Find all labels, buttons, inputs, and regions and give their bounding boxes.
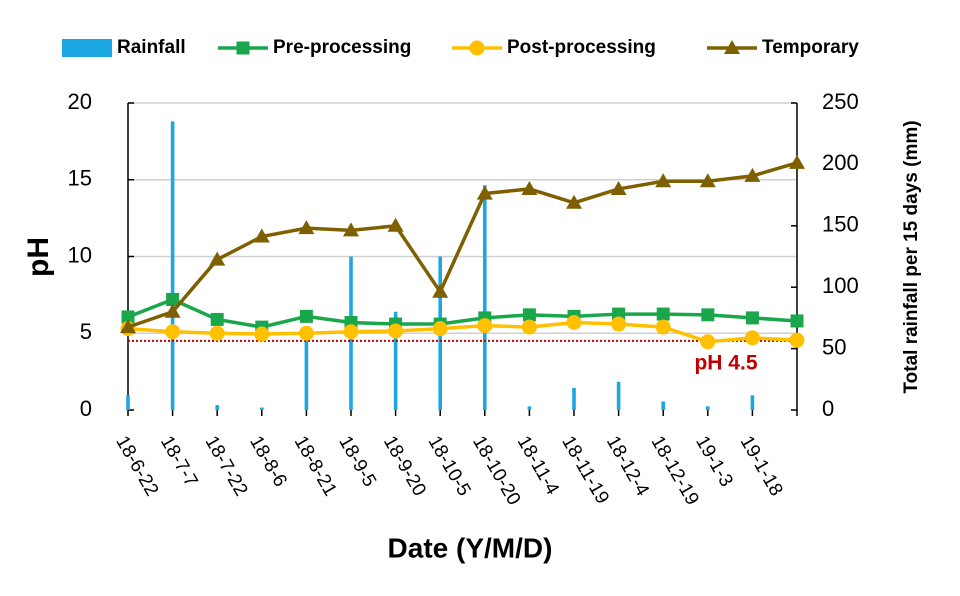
point bbox=[432, 321, 448, 337]
point bbox=[298, 325, 314, 341]
point bbox=[790, 314, 804, 328]
point bbox=[700, 334, 716, 350]
x-tick-label: 18-10-5 bbox=[424, 433, 475, 500]
legend-label: Rainfall bbox=[117, 37, 186, 58]
legend-item: Rainfall bbox=[62, 37, 186, 58]
legend-item: Pre-processing bbox=[218, 37, 411, 58]
point bbox=[701, 308, 715, 322]
legend-marker bbox=[724, 40, 740, 54]
point bbox=[744, 167, 761, 182]
point bbox=[656, 307, 670, 321]
y-tick-label: 5 bbox=[80, 319, 92, 344]
x-tick-label: 19-1-3 bbox=[691, 433, 737, 491]
point bbox=[209, 325, 225, 341]
point bbox=[432, 283, 449, 298]
legend-swatch bbox=[62, 39, 112, 57]
point bbox=[164, 303, 181, 318]
point bbox=[253, 228, 270, 243]
point bbox=[387, 217, 404, 232]
y-tick-label: 10 bbox=[68, 242, 92, 267]
point bbox=[744, 330, 760, 346]
point bbox=[298, 220, 315, 235]
point bbox=[388, 323, 404, 339]
point bbox=[343, 324, 359, 340]
rain-bar bbox=[393, 311, 398, 410]
legend-item: Post-processing bbox=[452, 37, 656, 58]
y-tick-label: 15 bbox=[68, 166, 92, 191]
point bbox=[521, 180, 538, 195]
legend-label: Pre-processing bbox=[273, 37, 411, 58]
point bbox=[476, 185, 493, 200]
x-tick-label: 18-8-6 bbox=[245, 433, 291, 491]
y-axis-label: pH bbox=[22, 237, 55, 277]
x-tick-label: 18-8-21 bbox=[290, 433, 341, 500]
rain-bar bbox=[170, 121, 175, 411]
rain-bar bbox=[661, 401, 665, 410]
point bbox=[522, 308, 536, 322]
series-line bbox=[127, 161, 798, 329]
point bbox=[210, 312, 224, 326]
point bbox=[166, 292, 180, 306]
rain-bar bbox=[483, 185, 487, 410]
legend-label: Temporary bbox=[762, 37, 859, 58]
rain-bar bbox=[215, 405, 219, 410]
point bbox=[521, 319, 537, 335]
x-tick-label: 19-1-18 bbox=[736, 433, 787, 500]
x-axis-label: Date (Y/M/D) bbox=[388, 532, 553, 563]
series-line bbox=[127, 320, 798, 344]
point bbox=[120, 319, 136, 334]
y2-tick-label: 100 bbox=[822, 273, 859, 298]
point bbox=[566, 194, 582, 209]
rain-bar bbox=[260, 407, 264, 410]
y-tick-label: 20 bbox=[68, 89, 92, 114]
y2-tick-label: 50 bbox=[822, 334, 846, 359]
point bbox=[745, 311, 759, 325]
y2-tick-label: 0 bbox=[822, 396, 834, 421]
rain-bar bbox=[527, 406, 532, 410]
point bbox=[299, 309, 313, 323]
legend-marker bbox=[236, 41, 250, 55]
point bbox=[610, 180, 627, 195]
rain-bar bbox=[616, 381, 621, 410]
x-tick-label: 18-7-7 bbox=[156, 433, 202, 491]
rain-bar bbox=[750, 395, 755, 410]
y2-axis-label: Total rainfall per 15 days (mm) bbox=[901, 120, 922, 393]
x-tick-label: 18-7-22 bbox=[201, 433, 252, 500]
rain-bar bbox=[706, 406, 710, 410]
rain-bar bbox=[126, 395, 130, 410]
point bbox=[611, 316, 627, 332]
y-tick-label: 0 bbox=[80, 396, 92, 421]
point bbox=[121, 310, 135, 324]
y2-tick-label: 200 bbox=[822, 150, 859, 175]
point bbox=[165, 324, 181, 340]
legend-item: Temporary bbox=[707, 37, 859, 58]
point bbox=[699, 173, 716, 188]
x-tick-label: 18-11-4 bbox=[513, 433, 563, 499]
point bbox=[477, 318, 493, 334]
reference-label: pH 4.5 bbox=[694, 352, 757, 375]
point bbox=[789, 332, 805, 348]
point bbox=[789, 154, 805, 169]
point bbox=[343, 222, 359, 237]
point bbox=[566, 315, 582, 331]
series-line bbox=[127, 297, 798, 329]
y2-tick-label: 150 bbox=[822, 212, 859, 237]
point bbox=[655, 173, 672, 188]
legend-label: Post-processing bbox=[507, 37, 656, 58]
x-tick-label: 18-9-5 bbox=[334, 433, 380, 491]
rain-bar bbox=[572, 387, 576, 410]
point bbox=[655, 319, 671, 335]
y2-tick-label: 250 bbox=[822, 89, 859, 114]
rain-bar bbox=[304, 333, 309, 410]
point bbox=[254, 326, 270, 342]
legend-marker bbox=[469, 40, 485, 56]
x-tick-label: 18-6-22 bbox=[111, 433, 162, 500]
x-tick-label: 18-9-20 bbox=[379, 433, 430, 500]
point bbox=[209, 251, 226, 266]
